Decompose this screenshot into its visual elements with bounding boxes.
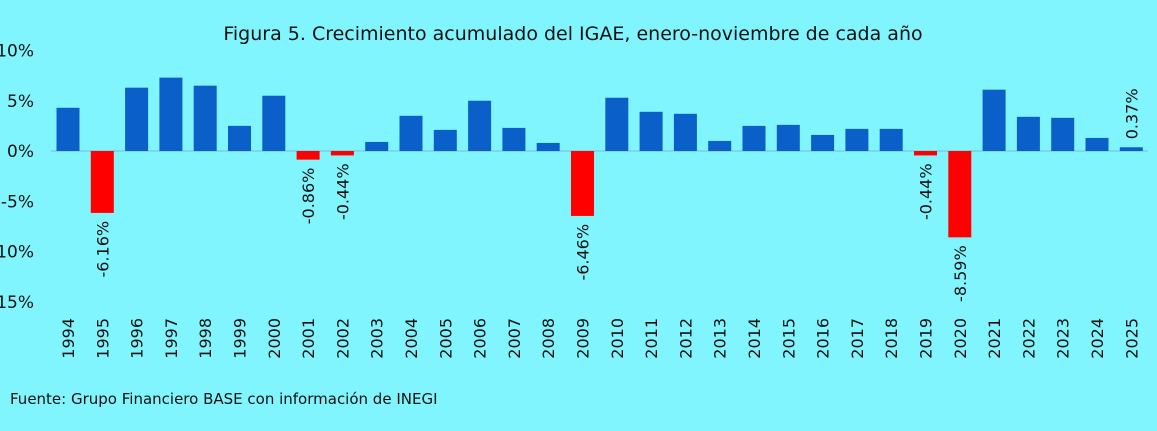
y-tick-label: -15%	[0, 293, 34, 313]
data-label: 0.37%	[1122, 88, 1141, 139]
x-tick-label: 1999	[231, 318, 250, 359]
bar-2010	[605, 97, 629, 151]
bar-2015	[776, 124, 800, 151]
bar-2014	[742, 125, 766, 151]
bar-2001	[296, 151, 320, 160]
bar-2007	[502, 127, 526, 151]
data-label: -0.44%	[333, 163, 352, 220]
bars	[56, 77, 1143, 238]
bar-2004	[399, 115, 423, 151]
x-tick-label: 2016	[814, 318, 833, 359]
x-tick-label: 1998	[196, 318, 215, 359]
x-tick-label: 2006	[471, 318, 490, 359]
x-tick-label: 2015	[779, 318, 798, 359]
bar-2008	[536, 142, 560, 151]
bar-2023	[1051, 117, 1075, 151]
x-tick-label: 2001	[299, 318, 318, 359]
source-note: Fuente: Grupo Financiero BASE con inform…	[10, 390, 438, 408]
x-tick-label: 2000	[265, 318, 284, 359]
bar-1994	[56, 107, 80, 151]
y-tick-label: 0%	[7, 142, 34, 162]
x-tick-label: 2020	[951, 318, 970, 359]
x-tick-label: 2003	[368, 318, 387, 359]
bar-2013	[708, 140, 732, 151]
bar-2020	[948, 151, 972, 238]
bar-2016	[811, 134, 835, 151]
bar-2000	[262, 95, 286, 151]
x-tick-label: 1997	[162, 318, 181, 359]
x-tick-label: 2019	[917, 318, 936, 359]
bar-1995	[90, 151, 114, 213]
bar-2025	[1119, 147, 1143, 151]
x-tick-label: 2024	[1088, 318, 1107, 359]
bar-2021	[982, 89, 1006, 151]
x-tick-label: 2025	[1122, 318, 1141, 359]
x-tick-label: 2008	[539, 318, 558, 359]
bar-2012	[673, 113, 697, 151]
x-tick-label: 2005	[436, 318, 455, 359]
x-tick-label: 2021	[985, 318, 1004, 359]
chart-title: Figura 5. Crecimiento acumulado del IGAE…	[223, 23, 922, 45]
bar-1997	[159, 77, 183, 151]
x-tick-label: 2007	[505, 318, 524, 359]
bar-2024	[1085, 137, 1109, 151]
x-tick-label: 2022	[1019, 318, 1038, 359]
x-tick-label: 2013	[711, 318, 730, 359]
y-tick-label: 10%	[0, 42, 34, 62]
data-label: -8.59%	[951, 245, 970, 302]
bar-2005	[433, 129, 457, 151]
bar-2019	[914, 151, 937, 156]
x-tick-label: 1995	[93, 318, 112, 359]
x-tick-label: 1996	[128, 318, 147, 359]
x-tick-label: 2009	[574, 318, 593, 359]
x-tick-label: 2011	[642, 318, 661, 359]
data-label: -6.16%	[93, 221, 112, 278]
y-tick-label: -10%	[0, 243, 34, 263]
bar-2018	[879, 128, 903, 151]
bar-2017	[845, 128, 869, 151]
x-tick-label: 2017	[848, 318, 867, 359]
bar-1999	[228, 125, 251, 151]
bar-2009	[571, 151, 594, 216]
y-axis: 10% 5% 0% -5% -10% -15%	[0, 42, 34, 313]
x-tick-label: 2018	[882, 318, 901, 359]
bar-2002	[330, 151, 354, 156]
x-tick-label: 2012	[676, 318, 695, 359]
x-tick-label: 2010	[608, 318, 627, 359]
data-label: -6.46%	[574, 224, 593, 281]
y-tick-label: -5%	[1, 192, 34, 212]
bar-1998	[193, 85, 217, 151]
bar-2006	[468, 100, 492, 151]
bar-1996	[125, 87, 149, 151]
data-label: -0.44%	[917, 163, 936, 220]
x-tick-label: 2002	[333, 318, 352, 359]
bar-2011	[639, 111, 663, 151]
bar-2022	[1016, 116, 1040, 151]
data-labels: -6.16% -0.86% -0.44% -6.46% -0.44% -8.59% 0.37…	[93, 88, 1141, 301]
bar-2003	[365, 141, 389, 151]
x-tick-label: 2004	[402, 318, 421, 359]
y-tick-label: 5%	[7, 92, 34, 112]
x-tick-label: 2014	[745, 318, 764, 359]
x-tick-label: 2023	[1054, 318, 1073, 359]
x-tick-label: 1994	[59, 318, 78, 359]
data-label: -0.86%	[299, 168, 318, 225]
x-axis: 1994 1995 1996 1997 1998 1999 2000 2001 2002 2003…	[59, 318, 1141, 359]
